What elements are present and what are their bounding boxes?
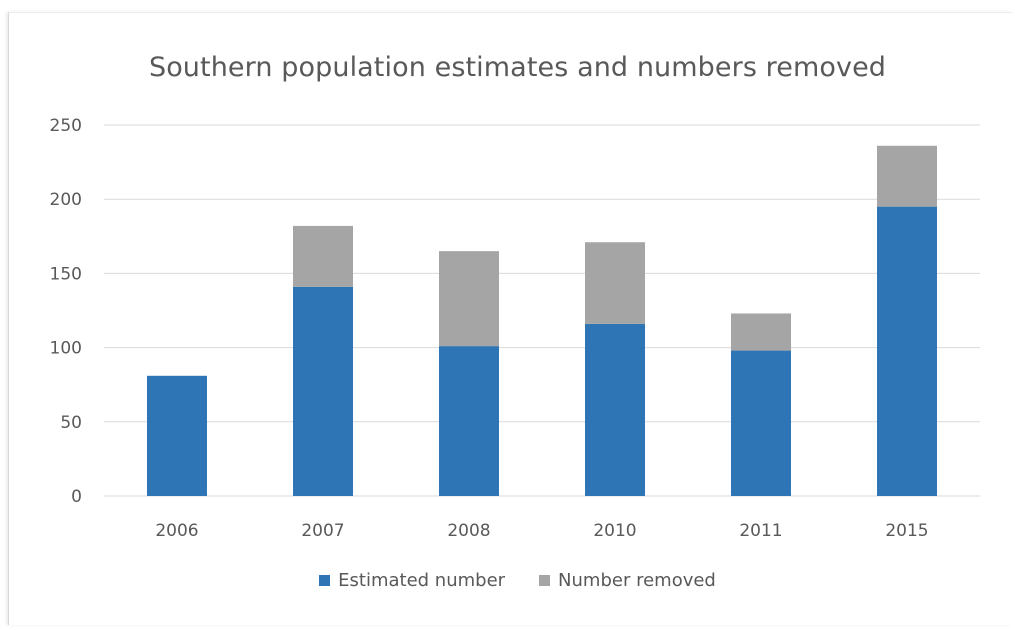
y-tick-label: 100: [50, 339, 82, 359]
y-tick-label: 200: [50, 190, 82, 210]
bar-estimated: [877, 206, 937, 496]
x-tick-label: 2006: [155, 521, 198, 541]
bar-removed: [877, 145, 937, 207]
x-tick-label: 2007: [301, 521, 344, 541]
y-tick-label: 0: [71, 487, 82, 507]
x-tick-label: 2015: [885, 521, 928, 541]
y-tick-label: 250: [50, 116, 82, 136]
legend: Estimated number Number removed: [0, 570, 1015, 591]
bar-estimated: [293, 286, 353, 496]
bar-removed: [585, 242, 645, 324]
x-tick-label: 2008: [447, 521, 490, 541]
x-tick-label: 2011: [739, 521, 782, 541]
legend-item-removed: Number removed: [539, 570, 716, 591]
legend-label-removed: Number removed: [558, 570, 716, 591]
y-tick-label: 150: [50, 264, 82, 284]
legend-swatch-removed: [539, 575, 551, 586]
x-tick-label: 2010: [593, 521, 636, 541]
bar-estimated: [731, 350, 791, 496]
bar-removed: [731, 313, 791, 351]
chart-title: Southern population estimates and number…: [148, 52, 887, 83]
bar-removed: [293, 225, 353, 287]
legend-swatch-estimated: [319, 575, 331, 586]
legend-label-estimated: Estimated number: [338, 570, 506, 591]
legend-item-estimated: Estimated number: [319, 570, 505, 591]
bar-estimated: [147, 375, 207, 496]
bar-estimated: [585, 323, 645, 496]
bar-estimated: [439, 346, 499, 496]
bar-removed: [439, 251, 499, 347]
y-tick-label: 50: [60, 413, 82, 433]
chart-frame: [8, 12, 1012, 625]
